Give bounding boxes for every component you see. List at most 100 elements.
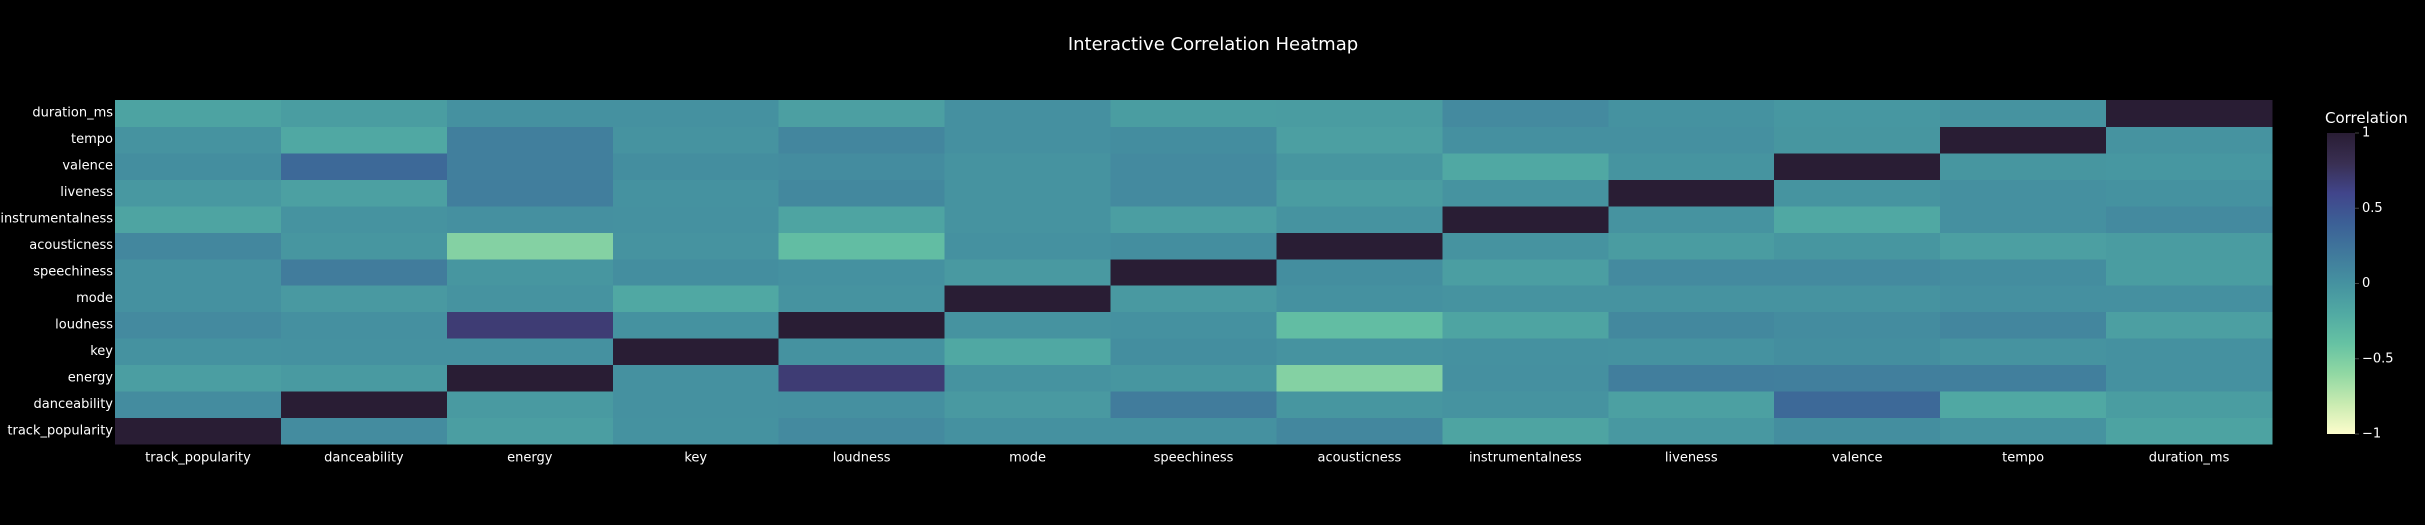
heatmap-cell-instrumentalness-key	[612, 205, 780, 233]
heatmap-cell-valence-liveness	[1608, 152, 1775, 180]
heatmap-cell-key-speechiness	[1110, 338, 1277, 366]
colorbar-tick-labels: 1 0.5 0 −0.5 −1	[2355, 126, 2394, 442]
heatmap-cell-duration_ms-acousticness	[1276, 100, 1443, 127]
heatmap-cell-instrumentalness-duration_ms	[2106, 205, 2273, 233]
x-tick-label: mode	[1009, 451, 1046, 466]
heatmap-cell-track_popularity-key	[612, 417, 780, 445]
heatmap-cell-tempo-key	[612, 126, 780, 154]
heatmap-cell-liveness-duration_ms	[2106, 179, 2273, 207]
heatmap-cell-energy-energy	[446, 364, 614, 392]
heatmap-cell-acousticness-mode	[944, 232, 1112, 260]
heatmap-cell-liveness-acousticness	[1276, 179, 1443, 207]
heatmap-cell-loudness-loudness	[778, 311, 946, 339]
colorbar-tick-label: 0	[2362, 276, 2370, 291]
heatmap-cell-instrumentalness-liveness	[1608, 205, 1775, 233]
x-tick-label: speechiness	[1154, 451, 1234, 466]
heatmap-cell-speechiness-tempo	[1940, 258, 2107, 286]
x-tick-label: instrumentalness	[1469, 451, 1582, 466]
heatmap-cell-speechiness-danceability	[280, 258, 448, 286]
heatmap-cell-speechiness-loudness	[778, 258, 946, 286]
heatmap-cell-loudness-key	[612, 311, 780, 339]
heatmap-cell-duration_ms-valence	[1774, 100, 1941, 127]
x-tick-label: energy	[507, 451, 553, 466]
heatmap-cell-liveness-track_popularity	[115, 179, 282, 207]
heatmap-cell-tempo-loudness	[778, 126, 946, 154]
heatmap-cell-danceability-danceability	[280, 391, 448, 419]
y-tick-label: tempo	[71, 132, 113, 147]
y-tick-label: track_popularity	[7, 423, 113, 438]
heatmap-cell-energy-loudness	[778, 364, 946, 392]
heatmap-cell-key-key	[612, 338, 780, 366]
y-tick-label: energy	[68, 370, 114, 385]
heatmap-cell-duration_ms-speechiness	[1110, 100, 1277, 127]
heatmap-cell-tempo-valence	[1774, 126, 1941, 154]
heatmap-cell-key-instrumentalness	[1442, 338, 1609, 366]
heatmap-cell-energy-track_popularity	[115, 364, 282, 392]
heatmap-cell-mode-valence	[1774, 285, 1941, 313]
heatmap-cell-duration_ms-loudness	[778, 100, 946, 127]
heatmap-cell-track_popularity-loudness	[778, 417, 946, 445]
heatmap-cell-energy-valence	[1774, 364, 1941, 392]
x-tick-label: track_popularity	[145, 451, 251, 466]
heatmap-cell-track_popularity-tempo	[1940, 417, 2107, 445]
colorbar	[2327, 133, 2355, 434]
heatmap-cell-valence-key	[612, 152, 780, 180]
y-tick-label: loudness	[55, 317, 113, 332]
heatmap-cell-duration_ms-liveness	[1608, 100, 1775, 127]
heatmap-cell-track_popularity-mode	[944, 417, 1112, 445]
heatmap-cell-tempo-mode	[944, 126, 1112, 154]
y-tick-label: mode	[76, 291, 113, 306]
colorbar-tick-label: 1	[2362, 126, 2370, 141]
heatmap-cell-valence-energy	[446, 152, 614, 180]
heatmap-cell-track_popularity-acousticness	[1276, 417, 1443, 445]
heatmap-cell-liveness-mode	[944, 179, 1112, 207]
heatmap-cell-loudness-mode	[944, 311, 1112, 339]
heatmap-cell-duration_ms-danceability	[280, 100, 448, 127]
heatmap-cell-mode-tempo	[1940, 285, 2107, 313]
heatmap-cell-mode-danceability	[280, 285, 448, 313]
heatmap-cell-track_popularity-danceability	[280, 417, 448, 445]
heatmap-cell-track_popularity-speechiness	[1110, 417, 1277, 445]
y-tick-label: acousticness	[29, 238, 113, 253]
x-tick-label: key	[684, 451, 707, 466]
heatmap-cell-track_popularity-energy	[446, 417, 614, 445]
heatmap-cell-duration_ms-energy	[446, 100, 614, 127]
heatmap-cell-acousticness-key	[612, 232, 780, 260]
heatmap-cell-acousticness-speechiness	[1110, 232, 1277, 260]
heatmap-cell-mode-energy	[446, 285, 614, 313]
heatmap-cell-danceability-acousticness	[1276, 391, 1443, 419]
heatmap-cell-loudness-tempo	[1940, 311, 2107, 339]
heatmap-cell-loudness-track_popularity	[115, 311, 282, 339]
heatmap-cell-duration_ms-key	[612, 100, 780, 127]
heatmap-cell-tempo-liveness	[1608, 126, 1775, 154]
x-tick-label: liveness	[1665, 451, 1718, 466]
heatmap-cell-valence-danceability	[280, 152, 448, 180]
heatmap-cell-danceability-loudness	[778, 391, 946, 419]
heatmap-cell-danceability-instrumentalness	[1442, 391, 1609, 419]
heatmap-cell-speechiness-key	[612, 258, 780, 286]
heatmap-cell-acousticness-valence	[1774, 232, 1941, 260]
y-tick-label: key	[90, 344, 113, 359]
heatmap-cell-key-liveness	[1608, 338, 1775, 366]
heatmap-cell-valence-track_popularity	[115, 152, 282, 180]
heatmap-cell-mode-acousticness	[1276, 285, 1443, 313]
heatmap-cell-key-mode	[944, 338, 1112, 366]
heatmap-cell-danceability-liveness	[1608, 391, 1775, 419]
heatmap-cell-danceability-energy	[446, 391, 614, 419]
heatmap-cell-loudness-danceability	[280, 311, 448, 339]
heatmap-cell-speechiness-instrumentalness	[1442, 258, 1609, 286]
heatmap-cell-loudness-duration_ms	[2106, 311, 2273, 339]
y-tick-label: speechiness	[33, 265, 113, 280]
heatmap-cell-danceability-duration_ms	[2106, 391, 2273, 419]
heatmap-cell-acousticness-instrumentalness	[1442, 232, 1609, 260]
heatmap-cell-danceability-key	[612, 391, 780, 419]
heatmap-cell-mode-instrumentalness	[1442, 285, 1609, 313]
heatmap-cell-key-duration_ms	[2106, 338, 2273, 366]
y-tick-label: danceability	[34, 397, 114, 412]
heatmap-cell-key-energy	[446, 338, 614, 366]
heatmap-cell-energy-mode	[944, 364, 1112, 392]
heatmap-cell-liveness-tempo	[1940, 179, 2107, 207]
heatmap-cell-mode-mode	[944, 285, 1112, 313]
heatmap-cell-tempo-tempo	[1940, 126, 2107, 154]
heatmap-cell-mode-key	[612, 285, 780, 313]
